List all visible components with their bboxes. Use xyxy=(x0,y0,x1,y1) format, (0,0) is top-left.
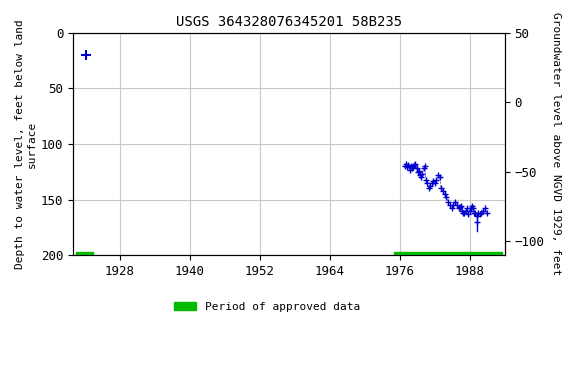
Y-axis label: Depth to water level, feet below land
surface: Depth to water level, feet below land su… xyxy=(15,19,37,269)
Title: USGS 364328076345201 58B235: USGS 364328076345201 58B235 xyxy=(176,15,402,29)
Y-axis label: Groundwater level above NGVD 1929, feet: Groundwater level above NGVD 1929, feet xyxy=(551,12,561,276)
Legend: Period of approved data: Period of approved data xyxy=(169,297,365,316)
